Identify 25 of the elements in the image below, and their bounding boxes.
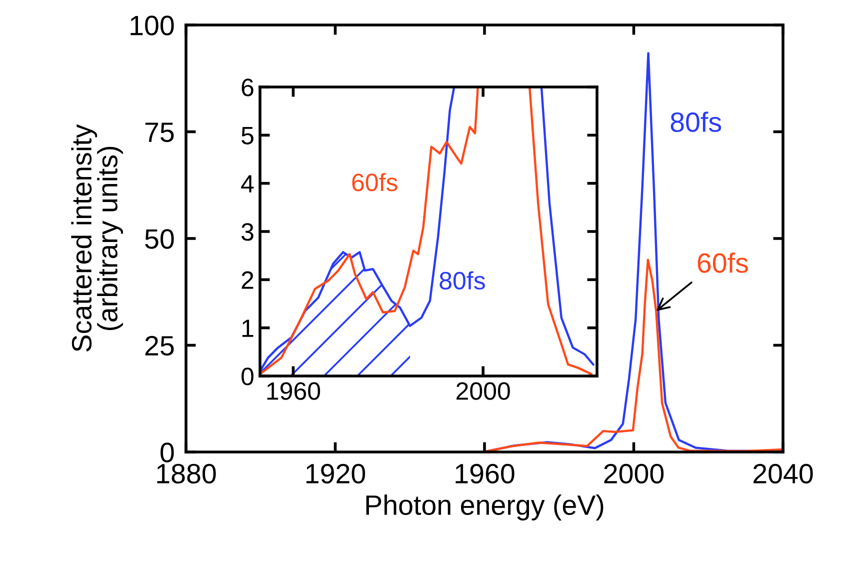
y-tick-label: 0 [160,442,174,462]
series-label: 60fs [698,252,748,273]
series-label: 80fs [440,271,485,290]
x-tick-label: 2040 [754,464,813,484]
x-tick-label: 2000 [604,464,664,484]
y-tick-label: 0 [242,368,254,386]
y-tick-label: 2 [242,271,254,289]
y-tick-label: 5 [242,127,254,144]
y-tick-label: 25 [145,336,174,356]
x-tick-label: 1960 [456,464,514,484]
y-tick-label: 100 [130,16,174,36]
x-axis-title: Photon energy (eV) [366,494,604,520]
x-tick-label: 1880 [157,464,216,484]
y-axis-title: Scattered intensity (arbitrary units) [71,124,123,352]
y-tick-label: 75 [145,122,174,142]
series-label: 80fs [670,112,722,132]
y-tick-label: 50 [145,229,174,249]
x-tick-label: 1920 [306,464,366,484]
x-tick-label: 1960 [267,382,320,400]
x-tick-label: 2000 [456,382,510,400]
series-label: 60fs [352,172,398,192]
y-tick-label: 3 [241,223,254,241]
y-tick-label: 6 [242,78,254,96]
y-tick-label: 4 [241,175,254,192]
y-tick-label: 1 [242,320,254,337]
